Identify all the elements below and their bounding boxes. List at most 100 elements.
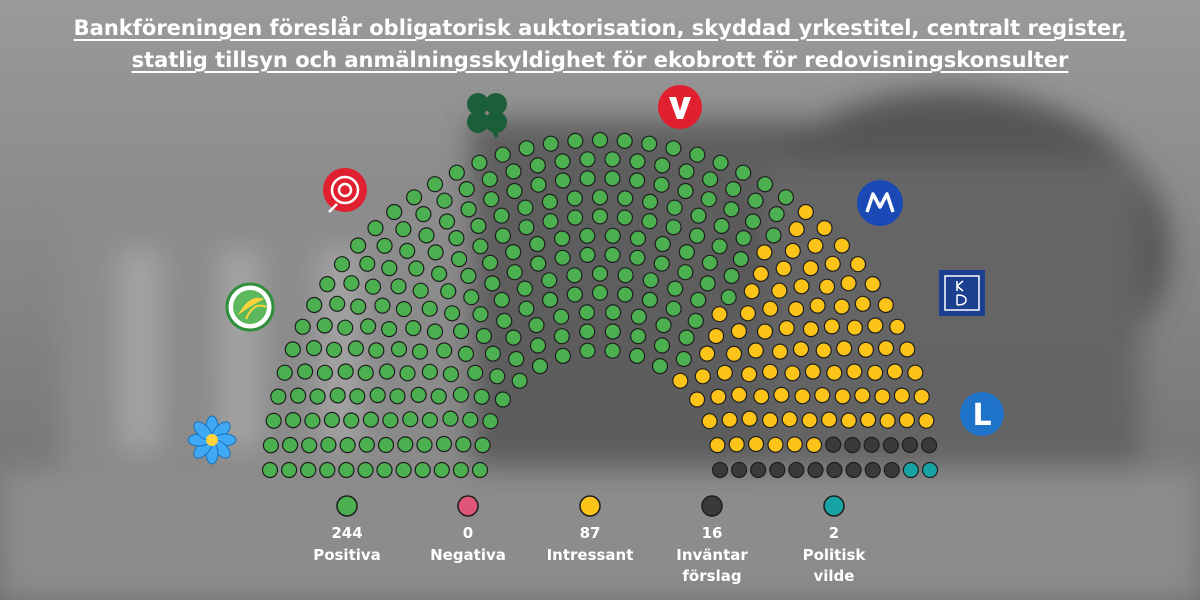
seat (448, 230, 465, 247)
seat (698, 345, 716, 362)
legend-item: 16 Inväntar förslag (676, 495, 748, 585)
seat (493, 207, 510, 224)
seat (426, 323, 444, 340)
seat (297, 363, 314, 380)
seat (689, 146, 706, 163)
seat (604, 304, 622, 321)
seat (395, 461, 412, 479)
seat (438, 213, 456, 230)
seat (835, 340, 853, 357)
title-line-1: Bankföreningen föreslår obligatorisk auk… (73, 16, 1127, 40)
seat (630, 308, 647, 325)
seat (725, 181, 742, 198)
seat (426, 176, 444, 193)
seat (339, 437, 356, 454)
seat (784, 365, 801, 382)
m-logo-icon (857, 180, 903, 226)
seat (374, 297, 391, 314)
seat (846, 319, 863, 336)
seat (452, 461, 469, 479)
seat (833, 298, 850, 315)
seat (921, 461, 939, 479)
seat (399, 242, 416, 259)
seat (436, 192, 453, 209)
seat (281, 461, 298, 479)
seat (578, 304, 596, 321)
seat (823, 318, 841, 335)
seat (677, 182, 694, 200)
seat (628, 172, 646, 189)
seat (677, 264, 694, 281)
seat (482, 413, 499, 430)
seat (826, 364, 843, 381)
seat (431, 265, 448, 282)
seat (849, 256, 867, 273)
seat (457, 345, 475, 362)
seat (530, 255, 547, 272)
seat (305, 340, 323, 357)
seat (886, 363, 904, 380)
seat (730, 386, 748, 403)
legend-count: 0 (463, 524, 473, 542)
seat (360, 318, 377, 335)
seat (893, 387, 911, 404)
seat (284, 341, 301, 358)
legend-count: 87 (580, 524, 601, 542)
seat (801, 412, 818, 429)
legend-swatch (579, 495, 601, 517)
seat (285, 412, 302, 429)
seat (818, 278, 836, 295)
seat (451, 251, 468, 268)
seat (300, 461, 317, 479)
legend-label: Intressant (547, 546, 634, 564)
seat (436, 342, 453, 359)
seat (867, 317, 884, 334)
seat (475, 327, 492, 345)
seat (913, 388, 930, 405)
seat (709, 437, 726, 454)
s-rose-icon (323, 168, 367, 213)
seat (320, 436, 337, 453)
seat (381, 260, 398, 277)
seat (753, 388, 770, 405)
seat (458, 181, 475, 198)
legend: 244 Positiva 0 Negativa 87 Intressant 16 Invänt… (313, 495, 866, 585)
seat (410, 386, 427, 403)
seat (343, 412, 360, 429)
seat (304, 412, 321, 429)
seat (566, 286, 583, 303)
seat (529, 157, 546, 174)
seat (762, 300, 779, 317)
seat (494, 227, 511, 244)
seat (665, 300, 682, 317)
seat (666, 280, 684, 297)
legend-swatch (823, 495, 845, 517)
seat (730, 323, 748, 340)
seat (628, 347, 646, 364)
seat (854, 387, 871, 404)
seat (920, 437, 938, 454)
seat (482, 254, 499, 271)
seat (730, 461, 748, 479)
l-logo-letter: L (972, 398, 991, 433)
seat (542, 135, 559, 152)
seat (711, 306, 728, 323)
seat (411, 343, 429, 360)
seat (294, 318, 311, 335)
seat (641, 135, 658, 152)
seat (768, 206, 785, 223)
seat (713, 217, 730, 234)
seat (554, 347, 572, 364)
seat (688, 391, 706, 408)
seat (395, 301, 412, 318)
seat (337, 319, 354, 336)
seat (367, 220, 384, 237)
seat (554, 172, 572, 189)
seat (654, 235, 671, 253)
seat (777, 189, 795, 206)
seat (809, 297, 826, 314)
seat (518, 300, 535, 317)
seat (761, 363, 779, 380)
seat (889, 318, 906, 335)
seat (416, 436, 433, 453)
